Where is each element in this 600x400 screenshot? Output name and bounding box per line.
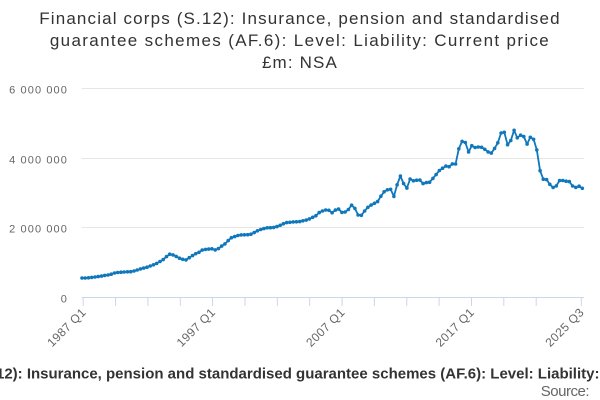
- svg-text:1987 Q1: 1987 Q1: [44, 305, 88, 349]
- svg-text:0: 0: [61, 294, 68, 306]
- svg-text:1997 Q1: 1997 Q1: [174, 305, 218, 349]
- svg-text:2017 Q1: 2017 Q1: [433, 305, 477, 349]
- svg-text:2007 Q1: 2007 Q1: [303, 305, 347, 349]
- svg-text:4 000 000: 4 000 000: [9, 155, 68, 167]
- svg-text:Financial corps (S.12): Insura: Financial corps (S.12): Insurance, pensi…: [39, 9, 560, 28]
- svg-text:Financial corps (S.12): Insura: Financial corps (S.12): Insurance, pensi…: [0, 366, 600, 383]
- svg-text:Source:: Source:: [541, 383, 589, 400]
- svg-text:guarantee schemes (AF.6): Leve: guarantee schemes (AF.6): Level: Liabili…: [50, 31, 550, 50]
- svg-text:2025 Q3: 2025 Q3: [542, 305, 586, 349]
- svg-text:6 000 000: 6 000 000: [9, 84, 68, 96]
- svg-text:£m: NSA: £m: NSA: [262, 53, 338, 72]
- svg-text:2 000 000: 2 000 000: [9, 223, 68, 235]
